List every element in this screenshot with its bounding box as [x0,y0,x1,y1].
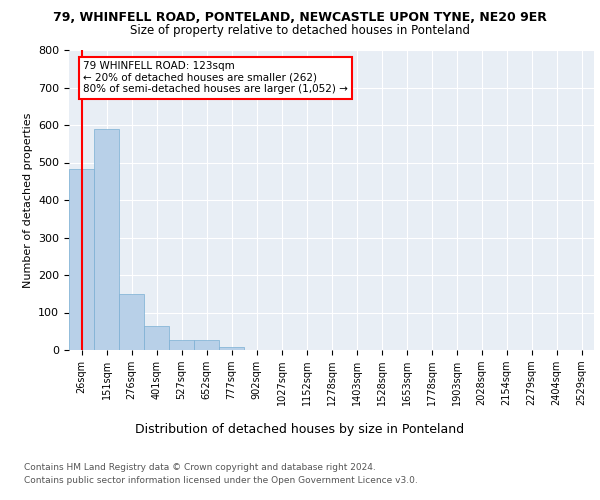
Bar [194,340,219,350]
Bar [169,340,194,350]
Text: Size of property relative to detached houses in Ponteland: Size of property relative to detached ho… [130,24,470,37]
Text: Distribution of detached houses by size in Ponteland: Distribution of detached houses by size … [136,422,464,436]
Text: Contains HM Land Registry data © Crown copyright and database right 2024.: Contains HM Land Registry data © Crown c… [24,462,376,471]
Text: Contains public sector information licensed under the Open Government Licence v3: Contains public sector information licen… [24,476,418,485]
Text: 79 WHINFELL ROAD: 123sqm
← 20% of detached houses are smaller (262)
80% of semi-: 79 WHINFELL ROAD: 123sqm ← 20% of detach… [83,62,347,94]
Bar [69,168,94,350]
Bar [119,294,144,350]
Y-axis label: Number of detached properties: Number of detached properties [23,112,32,288]
Text: 79, WHINFELL ROAD, PONTELAND, NEWCASTLE UPON TYNE, NE20 9ER: 79, WHINFELL ROAD, PONTELAND, NEWCASTLE … [53,11,547,24]
Bar [144,326,169,350]
Bar [219,347,244,350]
Bar [94,128,119,350]
